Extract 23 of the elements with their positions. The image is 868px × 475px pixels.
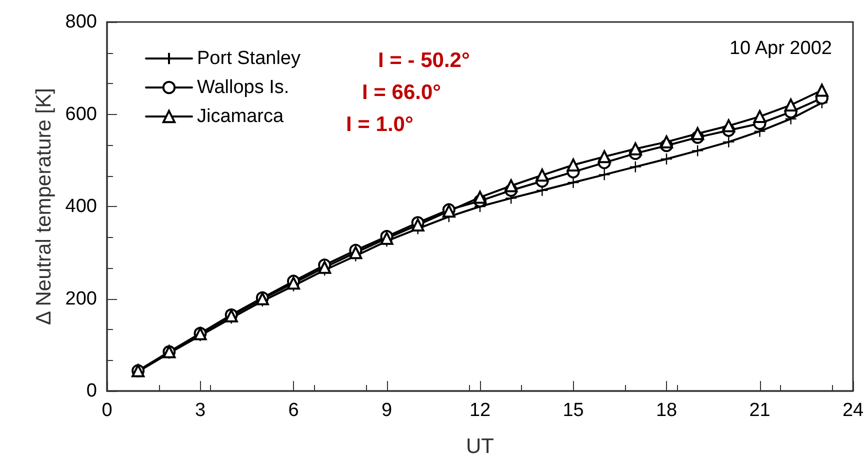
y-tick-label: 200 [65, 288, 97, 310]
x-tick-label: 15 [562, 400, 584, 421]
y-axis-title: Δ Neutral temperature [K] [32, 88, 56, 325]
legend-label: Wallops Is. [197, 77, 290, 98]
legend-label: Jicamarca [197, 106, 284, 127]
x-tick-label: 21 [749, 400, 770, 421]
annotation: I = 1.0° [346, 113, 414, 136]
x-tick-label: 6 [288, 400, 299, 421]
annotation: I = - 50.2° [378, 49, 470, 72]
y-tick-label: 800 [65, 12, 97, 32]
x-axis-title: UT [466, 435, 494, 458]
x-tick-label: 12 [469, 400, 491, 421]
text: 10 Apr 2002 [729, 38, 832, 59]
legend-label: Port Stanley [197, 48, 301, 69]
x-tick-label: 0 [102, 400, 112, 421]
x-tick-label: 3 [194, 400, 206, 421]
y-tick-label: 600 [65, 104, 97, 125]
x-tick-label: 9 [381, 400, 392, 421]
y-tick-label: 0 [86, 380, 97, 402]
annotation: I = 66.0° [362, 81, 442, 104]
x-tick-label: 24 [842, 400, 864, 421]
y-tick-label: 400 [65, 196, 97, 217]
x-tick-label: 18 [656, 400, 678, 421]
